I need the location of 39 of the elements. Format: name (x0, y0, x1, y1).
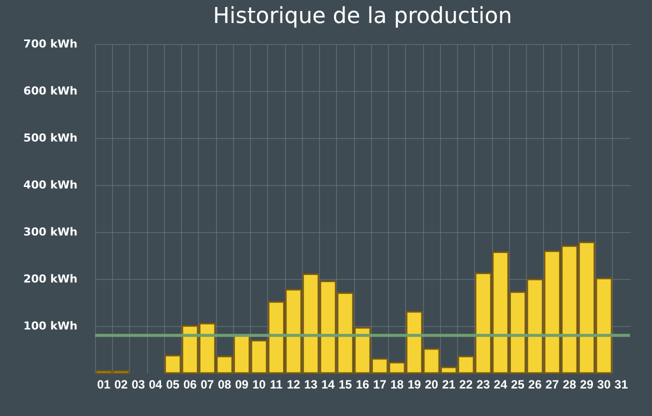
x-tick-label: 12 (286, 378, 301, 392)
x-tick-label: 22 (459, 378, 473, 392)
x-tick-label: 28 (562, 378, 576, 392)
x-tick-label: 11 (270, 378, 283, 392)
y-tick-label: 700 kWh (23, 38, 78, 50)
x-tick-label: 14 (321, 378, 335, 392)
x-tick-label: 21 (442, 378, 456, 392)
x-tick-label: 26 (528, 378, 542, 392)
y-tick-label: 500 kWh (23, 132, 78, 144)
x-tick-label: 25 (511, 378, 525, 392)
x-tick-label: 04 (148, 378, 163, 392)
x-tick-label: 13 (304, 378, 318, 392)
x-tick-label: 24 (494, 378, 508, 392)
x-tick-label: 27 (546, 378, 560, 392)
x-tick-label: 05 (166, 378, 180, 392)
x-tick-label: 01 (97, 378, 111, 392)
x-tick-label: 09 (235, 378, 249, 392)
x-tick-label: 17 (373, 378, 387, 392)
x-tick-label: 18 (390, 378, 404, 392)
y-tick-label: 400 kWh (23, 178, 78, 192)
x-tick-label: 15 (338, 378, 352, 392)
y-tick-label: 100 kWh (23, 320, 78, 332)
x-tick-label: 03 (132, 378, 146, 392)
x-tick-label: 19 (408, 378, 422, 392)
y-tick-label: 300 kWh (23, 226, 78, 238)
y-tick-label: 200 kWh (23, 272, 78, 286)
x-tick-label: 30 (597, 378, 611, 392)
x-tick-label: 23 (476, 378, 490, 392)
y-tick-label: 600 kWh (23, 84, 78, 98)
x-tick-label: 06 (183, 378, 198, 392)
x-tick-label: 10 (252, 378, 266, 392)
x-tick-label: 07 (200, 378, 214, 392)
x-tick-label: 31 (614, 378, 628, 392)
x-tick-label: 02 (114, 378, 128, 392)
x-tick-label: 29 (580, 378, 594, 392)
chart-title: Historique de la production (212, 4, 512, 29)
x-tick-label: 16 (356, 378, 370, 392)
x-tick-label: 20 (424, 378, 438, 392)
x-tick-label: 08 (218, 378, 232, 392)
